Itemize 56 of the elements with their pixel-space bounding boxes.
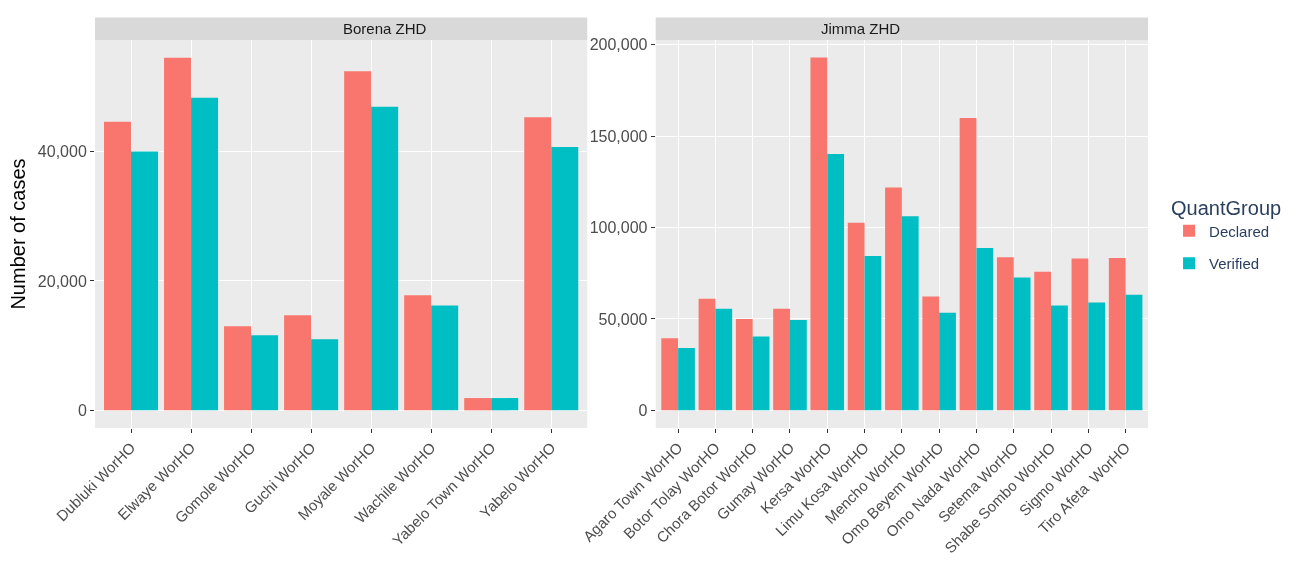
bar xyxy=(1051,305,1068,411)
bar xyxy=(551,146,579,411)
bar xyxy=(1013,277,1031,411)
bar xyxy=(752,336,770,411)
bar xyxy=(191,97,219,411)
y-tick-label: 50,000 xyxy=(598,310,648,328)
bar xyxy=(104,121,132,411)
bar xyxy=(1108,258,1126,411)
legend-label: Verified xyxy=(1209,255,1260,273)
bar xyxy=(431,305,459,411)
bar xyxy=(959,117,977,411)
bar xyxy=(344,71,372,411)
y-tick-label: 150,000 xyxy=(589,127,648,145)
bar xyxy=(1071,258,1089,411)
bar xyxy=(922,296,940,411)
bar xyxy=(224,326,252,411)
bar xyxy=(464,398,492,411)
chart-title: Jimma ZHD xyxy=(821,20,901,37)
bar xyxy=(864,255,882,411)
bar xyxy=(735,318,753,411)
y-tick-label: 200,000 xyxy=(589,36,648,54)
bar xyxy=(901,216,919,411)
bar xyxy=(996,257,1014,411)
y-tick-label: 40,000 xyxy=(37,143,87,161)
y-tick-label: 0 xyxy=(77,401,87,419)
chart-title: Borena ZHD xyxy=(343,20,427,37)
bar xyxy=(491,398,519,411)
legend-title: QuantGroup xyxy=(1171,196,1282,219)
bar xyxy=(1125,294,1143,411)
bar xyxy=(827,154,845,411)
bar xyxy=(789,320,807,411)
bar xyxy=(404,295,432,411)
bar xyxy=(698,298,716,411)
bar xyxy=(885,187,902,411)
bar xyxy=(284,315,312,411)
legend-label: Declared xyxy=(1209,222,1270,240)
bar xyxy=(251,335,279,411)
bar xyxy=(810,57,828,411)
bar xyxy=(773,308,790,411)
y-tick-label: 20,000 xyxy=(37,272,87,290)
y-tick-label: 100,000 xyxy=(589,219,648,237)
y-tick-label: 0 xyxy=(638,401,648,419)
bar xyxy=(164,57,192,411)
y-axis-title: Number of cases xyxy=(7,158,30,310)
bar xyxy=(847,222,865,411)
bar xyxy=(715,308,733,411)
bar xyxy=(661,338,679,411)
bar xyxy=(131,151,159,411)
bar xyxy=(678,348,695,411)
bar xyxy=(1088,302,1106,411)
bar xyxy=(1034,271,1052,411)
bar xyxy=(371,106,399,411)
bar xyxy=(939,312,956,411)
bar xyxy=(976,248,994,411)
bar xyxy=(311,339,339,411)
bar xyxy=(524,117,552,411)
